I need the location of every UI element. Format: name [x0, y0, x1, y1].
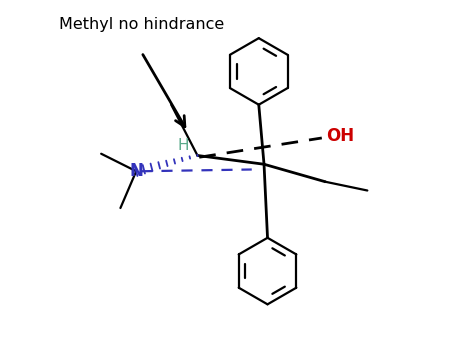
- Text: Methyl no hindrance: Methyl no hindrance: [59, 17, 224, 32]
- Text: N: N: [129, 162, 143, 180]
- Text: H: H: [177, 138, 189, 153]
- Text: OH: OH: [326, 127, 354, 145]
